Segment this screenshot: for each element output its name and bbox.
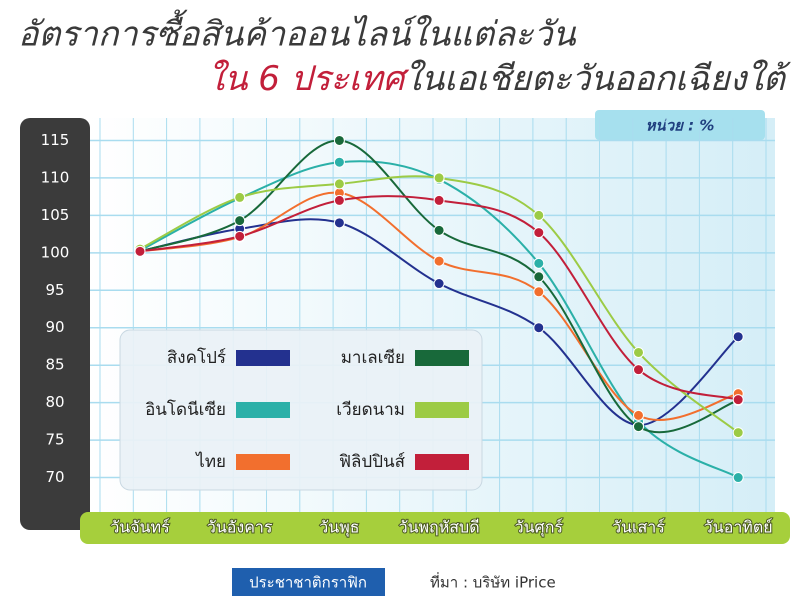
y-tick-label: 105 <box>41 206 70 224</box>
source: ที่มา : บริษัท iPrice <box>430 572 556 592</box>
legend-label: ไทย <box>194 451 226 472</box>
point <box>533 286 545 298</box>
legend-swatch <box>415 454 469 470</box>
y-tick-label: 100 <box>41 243 70 261</box>
legend-swatch <box>236 402 290 418</box>
point <box>333 178 345 190</box>
point <box>533 257 545 269</box>
point <box>732 394 744 406</box>
point <box>333 134 345 146</box>
subtitle-rest: ในเอเชียตะวันออกเฉียงใต้ <box>404 59 791 99</box>
y-tick-label: 75 <box>45 431 64 449</box>
point <box>633 364 644 376</box>
point <box>533 322 545 334</box>
y-tick-label: 85 <box>45 356 64 374</box>
x-axis-band <box>80 512 790 544</box>
point <box>134 245 146 257</box>
point <box>633 346 644 358</box>
unit-tab <box>595 110 765 140</box>
point <box>732 427 744 439</box>
legend-swatch <box>236 454 290 470</box>
point <box>533 227 545 239</box>
legend-label: อินโดนีเซีย <box>145 399 226 420</box>
chart-subtitle: ใน 6 ประเทศในเอเชียตะวันออกเฉียงใต้ <box>208 59 791 99</box>
legend-swatch <box>236 350 290 366</box>
point <box>433 194 445 206</box>
brand-box <box>232 568 385 596</box>
x-tick-label: วันอาทิตย์ <box>704 518 773 537</box>
point <box>433 172 445 184</box>
point <box>433 278 445 290</box>
x-tick-label: วันอังคาร <box>207 518 273 537</box>
unit-label: หน่วย : % <box>646 117 715 135</box>
x-tick-label: วันพุธ <box>319 518 359 538</box>
y-tick-label: 110 <box>41 168 70 186</box>
y-tick-label: 90 <box>45 318 64 336</box>
subtitle-highlight: ใน 6 ประเทศ <box>208 59 410 99</box>
y-tick-label: 95 <box>45 281 64 299</box>
point <box>433 255 445 267</box>
point <box>732 472 744 484</box>
y-axis-panel <box>20 118 90 530</box>
point <box>333 156 345 168</box>
legend-label: มาเลเซีย <box>341 348 405 368</box>
point <box>234 191 246 203</box>
y-tick-label: 80 <box>45 393 64 411</box>
y-tick-label: 70 <box>45 468 64 486</box>
point <box>333 217 345 229</box>
legend-swatch <box>415 350 469 366</box>
point <box>234 215 246 227</box>
x-tick-label: วันพฤหัสบดี <box>399 518 480 537</box>
legend-box <box>119 329 483 491</box>
point <box>533 271 545 283</box>
legend-label: เวียดนาม <box>336 400 405 420</box>
legend-label: ฟิลิปปินส์ <box>339 452 406 472</box>
point <box>533 209 545 221</box>
point <box>732 331 744 343</box>
x-tick-label: วันเสาร์ <box>612 518 665 537</box>
lines <box>134 134 744 484</box>
point <box>633 421 644 433</box>
chart-title: อัตราการซื้อสินค้าออนไลน์ในแต่ละวัน <box>18 9 576 55</box>
point <box>333 194 345 206</box>
point <box>433 224 445 236</box>
point <box>234 230 246 242</box>
legend-swatch <box>415 402 469 418</box>
brand: ประชาชาติกราฟิก <box>249 574 367 592</box>
legend-label: สิงคโปร์ <box>167 347 226 368</box>
x-tick-label: วันจันทร์ <box>110 518 170 537</box>
x-tick-label: วันศุกร์ <box>515 518 564 538</box>
point <box>633 409 644 421</box>
y-tick-label: 115 <box>41 131 70 149</box>
